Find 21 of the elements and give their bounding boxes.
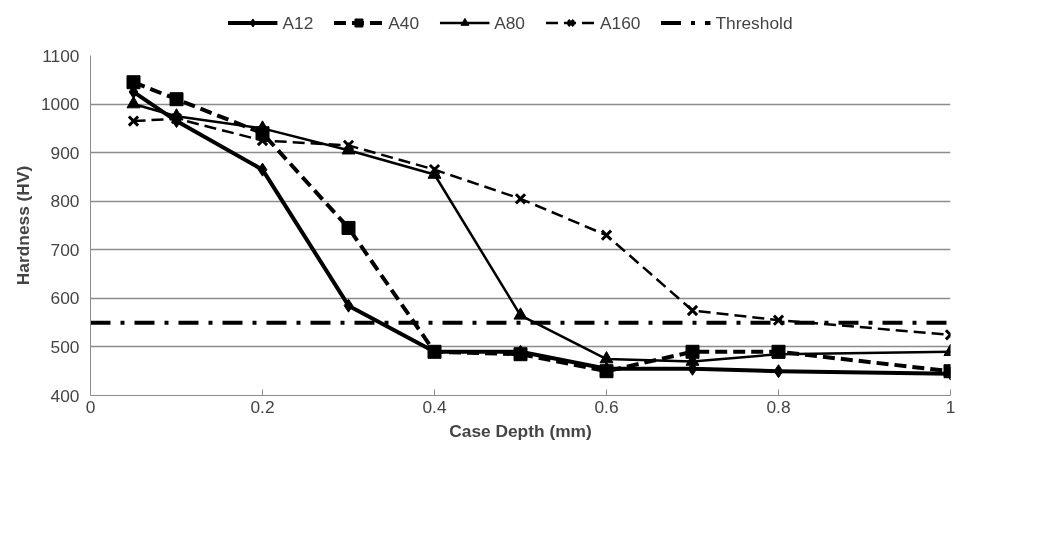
legend-label: A160	[599, 12, 641, 33]
x-tick-label: 0.2	[250, 396, 275, 417]
y-tick-label: 700	[50, 239, 80, 260]
legend-label: A12	[282, 12, 314, 33]
y-tick-label: 1100	[42, 45, 80, 66]
x-tick-label: 0.6	[594, 396, 619, 417]
y-tick-label: 900	[50, 142, 80, 163]
legend-label: A80	[494, 12, 525, 33]
x-tick-label: 0.4	[422, 396, 447, 417]
x-tick-label: 0.8	[766, 396, 791, 417]
legend-label: Threshold	[715, 12, 793, 33]
y-tick-label: 800	[50, 191, 80, 212]
x-axis-title: Case Depth (mm)	[449, 420, 592, 441]
y-axis-title: Hardness (HV)	[12, 165, 33, 286]
y-tick-label: 400	[50, 385, 80, 406]
y-tick-label: 500	[50, 336, 80, 357]
x-tick-label: 1	[945, 396, 956, 417]
y-tick-label: 1000	[40, 94, 80, 115]
x-tick-label: 0	[85, 396, 96, 417]
legend-label: A40	[388, 12, 420, 33]
y-tick-label: 600	[50, 288, 80, 309]
